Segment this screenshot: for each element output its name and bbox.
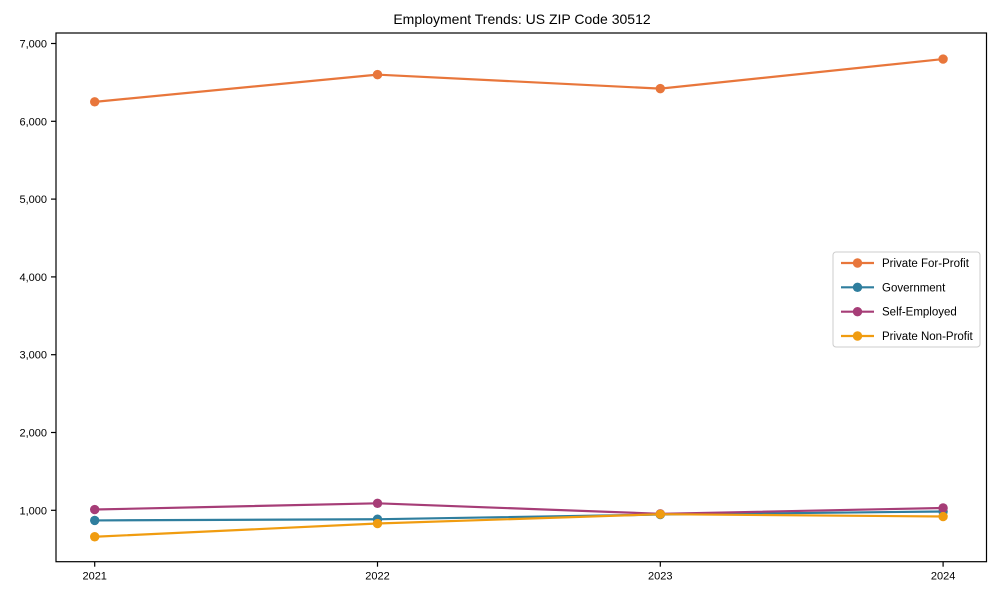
plot-border: [55, 32, 988, 563]
legend-marker: [852, 258, 863, 268]
data-point-private-for-profit-2024: [938, 54, 948, 64]
series-private-non-profit: [90, 509, 948, 542]
data-point-private-non-profit-2023: [655, 509, 665, 519]
legend-label: Private For-Profit: [882, 258, 970, 270]
legend-item-private-non-profit: Private Non-Profit: [841, 331, 974, 343]
legend-item-self-employed: Self-Employed: [841, 307, 957, 319]
legend-box: [832, 251, 981, 348]
data-point-self-employed-2021: [90, 504, 100, 515]
legend: Private For-Profit Government Self-Employe…: [832, 251, 981, 348]
data-point-private-non-profit-2024: [938, 511, 948, 522]
data-point-government-2021: [90, 515, 100, 526]
legend-label: Self-Employed: [882, 307, 957, 319]
y-tick-label: 6,000: [19, 116, 47, 128]
series-line-private-for-profit: [93, 57, 945, 103]
series-line-government: [93, 510, 945, 522]
data-point-self-employed-2024: [938, 503, 948, 513]
y-tick-label: 2,000: [19, 428, 47, 440]
data-point-self-employed-2022: [372, 498, 383, 508]
x-tick-label: 2024: [931, 571, 955, 583]
series-private-for-profit: [90, 54, 948, 107]
legend-label: Government: [882, 282, 946, 294]
y-tick-label: 1,000: [19, 505, 47, 517]
legend-marker: [852, 331, 863, 341]
x-tick-label: 2022: [365, 571, 389, 583]
chart-title: Employment Trends: US ZIP Code 30512: [393, 11, 651, 27]
legend-item-private-for-profit: Private For-Profit: [841, 258, 970, 270]
y-tick-label: 4,000: [19, 272, 47, 284]
y-axis: 1,000 2,000 3,000 4,000 5,000 6,000 7,000: [19, 39, 56, 517]
data-point-private-non-profit-2022: [372, 518, 383, 529]
data-point-private-for-profit-2022: [372, 69, 383, 80]
legend-label: Private Non-Profit: [882, 331, 974, 343]
data-point-private-non-profit-2021: [90, 532, 100, 542]
x-tick-label: 2023: [648, 571, 672, 583]
x-tick-label: 2021: [82, 571, 106, 583]
data-point-private-for-profit-2023: [655, 83, 665, 94]
legend-marker: [852, 282, 863, 293]
series-line-self-employed: [93, 502, 945, 515]
x-axis: 2021 2022 2023 2024: [82, 561, 955, 583]
series-line-private-non-profit: [93, 513, 945, 538]
y-tick-label: 7,000: [19, 39, 47, 51]
legend-item-government: Government: [841, 282, 946, 294]
legend-marker: [852, 306, 863, 317]
data-point-private-for-profit-2021: [90, 97, 100, 107]
y-tick-label: 5,000: [19, 194, 47, 206]
y-tick-label: 3,000: [19, 350, 47, 362]
